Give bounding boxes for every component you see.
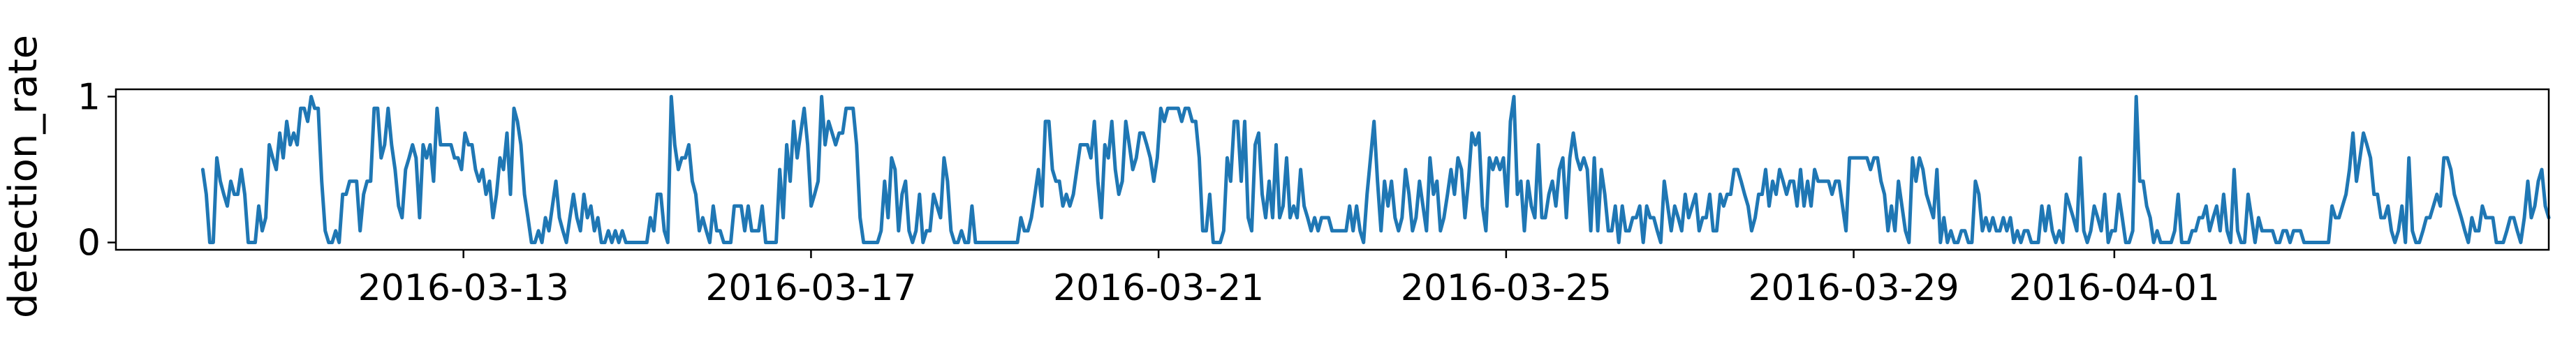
x-tick-label: 2016-03-17 — [705, 267, 916, 309]
y-tick-label: 0 — [78, 223, 101, 264]
series-line — [200, 95, 2551, 244]
x-tick-label: 2016-03-21 — [1053, 267, 1264, 309]
plot-frame — [115, 88, 2550, 251]
y-tick-label: 1 — [78, 76, 101, 118]
x-tick-label: 2016-03-29 — [1748, 267, 1959, 309]
x-axis: 2016-03-13 2016-03-17 2016-03-21 2016-03-25… — [358, 250, 2220, 309]
y-axis: 01 — [78, 76, 116, 264]
x-tick-label: 2016-03-13 — [358, 267, 569, 309]
x-tick-label: 2016-04-01 — [2009, 267, 2220, 309]
y-axis-label: detection_rate — [1, 35, 46, 318]
x-tick-label: 2016-03-25 — [1401, 267, 1612, 309]
